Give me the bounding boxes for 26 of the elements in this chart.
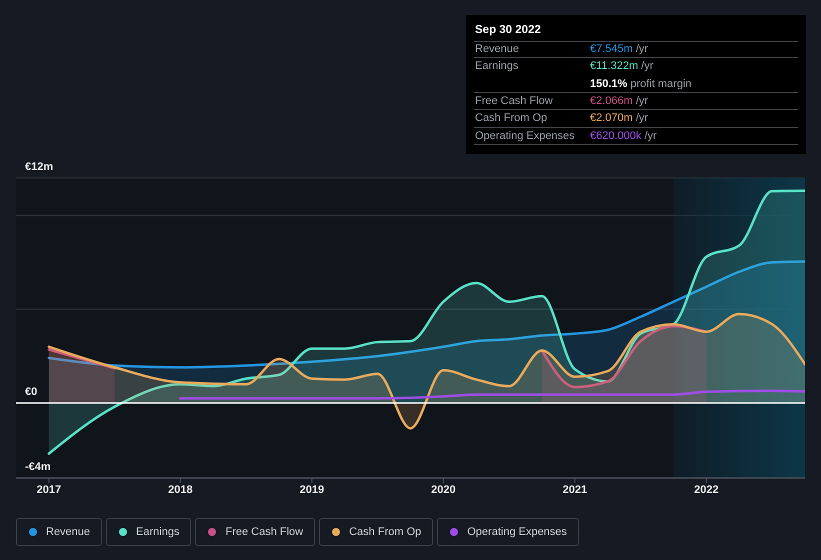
legend-label: Operating Expenses — [467, 526, 567, 538]
text: Cash From Op — [475, 112, 548, 124]
x-tick-label: 2019 — [300, 484, 324, 496]
text: €2.066m /yr — [590, 94, 648, 107]
x-tick-label: 2018 — [168, 484, 193, 496]
text: €11.322m /yr — [590, 60, 654, 72]
text: Free Cash Flow — [475, 94, 553, 107]
legend-label: Earnings — [136, 526, 180, 538]
legend-label: Cash From Op — [349, 526, 422, 538]
text: Sep 30 2022 — [475, 24, 541, 36]
text: €2.070m /yr — [590, 112, 648, 124]
y-tick-label: €0 — [25, 386, 38, 398]
text: 150.1% profit margin — [590, 78, 692, 90]
x-tick-label: 2017 — [36, 484, 62, 496]
x-tick-label: 2021 — [562, 484, 588, 496]
legend-label: Revenue — [46, 526, 90, 538]
x-tick-label: 2020 — [431, 484, 456, 496]
y-tick-label: -€4m — [25, 461, 51, 473]
text: €620.000k /yr — [590, 130, 657, 142]
legend-label: Free Cash Flow — [225, 526, 304, 538]
x-tick-label: 2022 — [694, 484, 719, 496]
text: Operating Expenses — [475, 130, 575, 142]
text: Earnings — [475, 60, 518, 72]
text: Revenue — [475, 43, 520, 55]
y-tick-label: €12m — [25, 161, 54, 173]
text: €7.545m /yr — [590, 43, 648, 55]
